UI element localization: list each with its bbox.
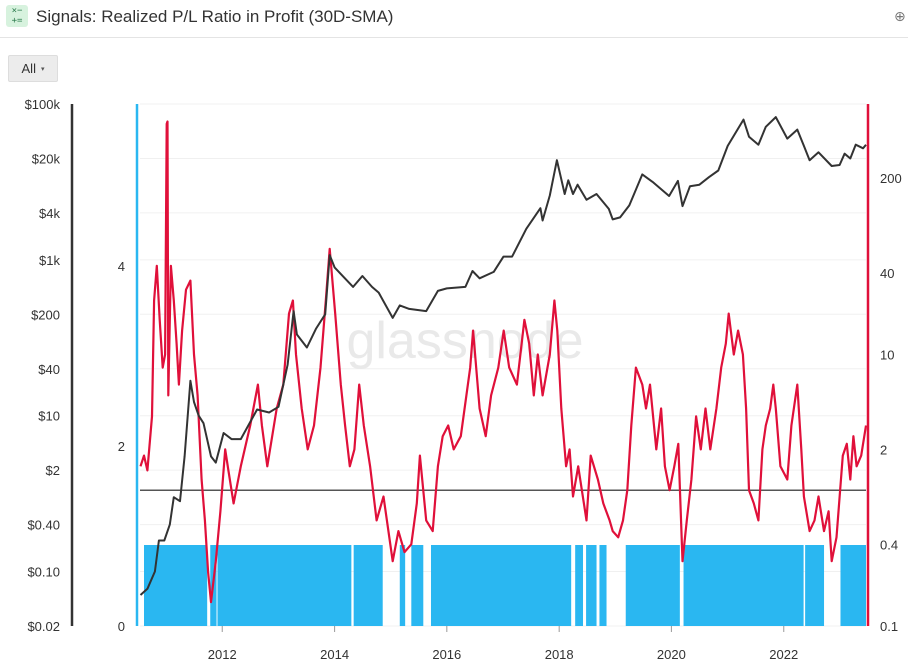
price-tick-label: $200 xyxy=(31,307,60,322)
timerange-label: All xyxy=(21,61,36,76)
chevron-down-icon: ▾ xyxy=(40,65,45,73)
signal-area-segment xyxy=(683,545,804,626)
ratio-tick-label: 0.1 xyxy=(880,619,898,634)
signal-area-segment xyxy=(586,545,597,626)
plot-area xyxy=(140,104,866,626)
signal-area-segment xyxy=(143,545,208,626)
ratio-tick-label: 40 xyxy=(880,266,894,281)
price-tick-label: $4k xyxy=(39,206,60,221)
signal-tick-label: 0 xyxy=(118,619,125,634)
x-tick-label: 2020 xyxy=(657,647,686,662)
signal-area-segment xyxy=(575,545,584,626)
price-series-line xyxy=(139,116,867,596)
price-tick-label: $20k xyxy=(32,151,61,166)
x-tick-label: 2018 xyxy=(545,647,574,662)
ratio-series-line xyxy=(139,120,868,604)
ratio-tick-label: 200 xyxy=(880,171,902,186)
signal-area-segment xyxy=(805,545,825,626)
x-tick-label: 2014 xyxy=(320,647,349,662)
signal-tick-label: 4 xyxy=(118,259,125,274)
price-tick-label: $100k xyxy=(25,97,61,112)
glassnode-watermark: glassnode xyxy=(346,312,583,370)
signal-area-segment xyxy=(430,545,572,626)
chart-axes: $0.02 $0.10 $0.40 $2 $10 $40 $200 $1k $4k $20k $10… xyxy=(25,97,902,662)
price-tick-label: $0.10 xyxy=(27,565,60,580)
x-tick-label: 2016 xyxy=(432,647,461,662)
price-tick-label: $0.02 xyxy=(27,619,60,634)
x-tick-label: 2012 xyxy=(208,647,237,662)
signal-area-segment xyxy=(625,545,680,626)
signal-area-segment xyxy=(840,545,866,626)
ratio-tick-label: 2 xyxy=(880,442,887,457)
price-tick-label: $40 xyxy=(38,362,60,377)
calculator-icon: ×− += xyxy=(6,5,28,27)
price-tick-label: $0.40 xyxy=(27,518,60,533)
signal-area-segment xyxy=(353,545,383,626)
chart-header: ×− += Signals: Realized P/L Ratio in Prof… xyxy=(0,0,908,38)
signal-tick-label: 2 xyxy=(118,439,125,454)
ratio-tick-label: 0.4 xyxy=(880,537,898,552)
signal-area-series xyxy=(143,545,866,626)
chart-title: Signals: Realized P/L Ratio in Profit (3… xyxy=(36,7,394,26)
price-tick-label: $10 xyxy=(38,409,60,424)
ratio-tick-label: 10 xyxy=(880,347,894,362)
signal-area-segment xyxy=(217,545,352,626)
signal-area-segment xyxy=(399,545,406,626)
price-tick-label: $1k xyxy=(39,253,60,268)
zoom-in-icon[interactable]: ⊕ xyxy=(894,9,906,23)
signal-area-segment xyxy=(599,545,607,626)
x-tick-label: 2022 xyxy=(769,647,798,662)
price-tick-label: $2 xyxy=(46,463,60,478)
timerange-dropdown[interactable]: All ▾ xyxy=(8,55,58,82)
signal-area-segment xyxy=(411,545,424,626)
